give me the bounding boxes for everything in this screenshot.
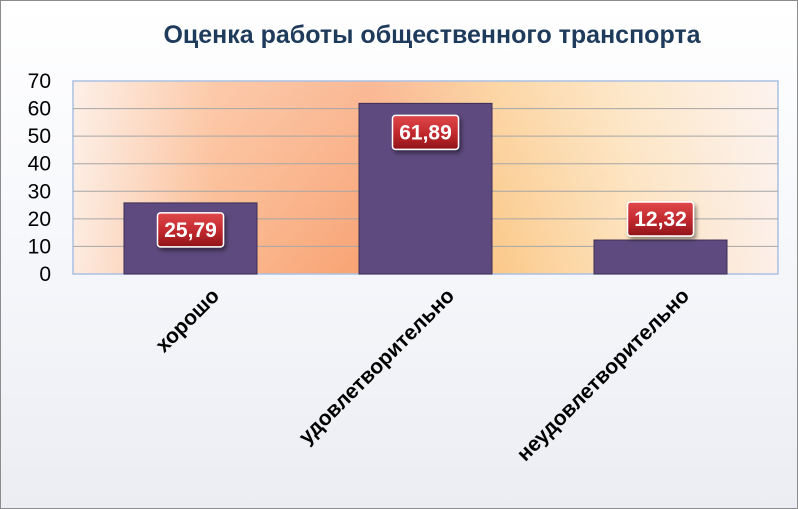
x-category-label: удовлетворительно <box>295 284 459 448</box>
y-tick-label: 20 <box>28 208 51 231</box>
data-label: 12,32 <box>626 201 695 237</box>
y-axis-ticks: 0 10 20 30 40 50 60 70 <box>28 70 51 286</box>
x-axis-categories: хорошо удовлетворительно неудовлетворитель… <box>151 284 694 466</box>
data-label: 61,89 <box>391 114 460 151</box>
x-category-label: неудовлетворительно <box>513 284 695 466</box>
y-tick-label: 30 <box>28 180 51 203</box>
svg-text:61,89: 61,89 <box>399 121 452 144</box>
svg-text:25,79: 25,79 <box>164 219 217 242</box>
svg-text:12,32: 12,32 <box>634 208 687 231</box>
y-tick-label: 70 <box>28 70 51 93</box>
y-tick-label: 50 <box>28 125 51 148</box>
y-tick-label: 60 <box>28 98 51 121</box>
x-category-label: хорошо <box>151 284 224 357</box>
y-tick-label: 10 <box>28 235 51 258</box>
data-labels: 25,79 61,89 12,32 <box>156 114 695 248</box>
bar <box>593 239 728 275</box>
data-label: 25,79 <box>156 212 225 248</box>
y-tick-label: 40 <box>28 153 51 176</box>
chart-title: Оценка работы общественного транспорта <box>163 21 701 49</box>
y-tick-label: 0 <box>39 263 51 286</box>
